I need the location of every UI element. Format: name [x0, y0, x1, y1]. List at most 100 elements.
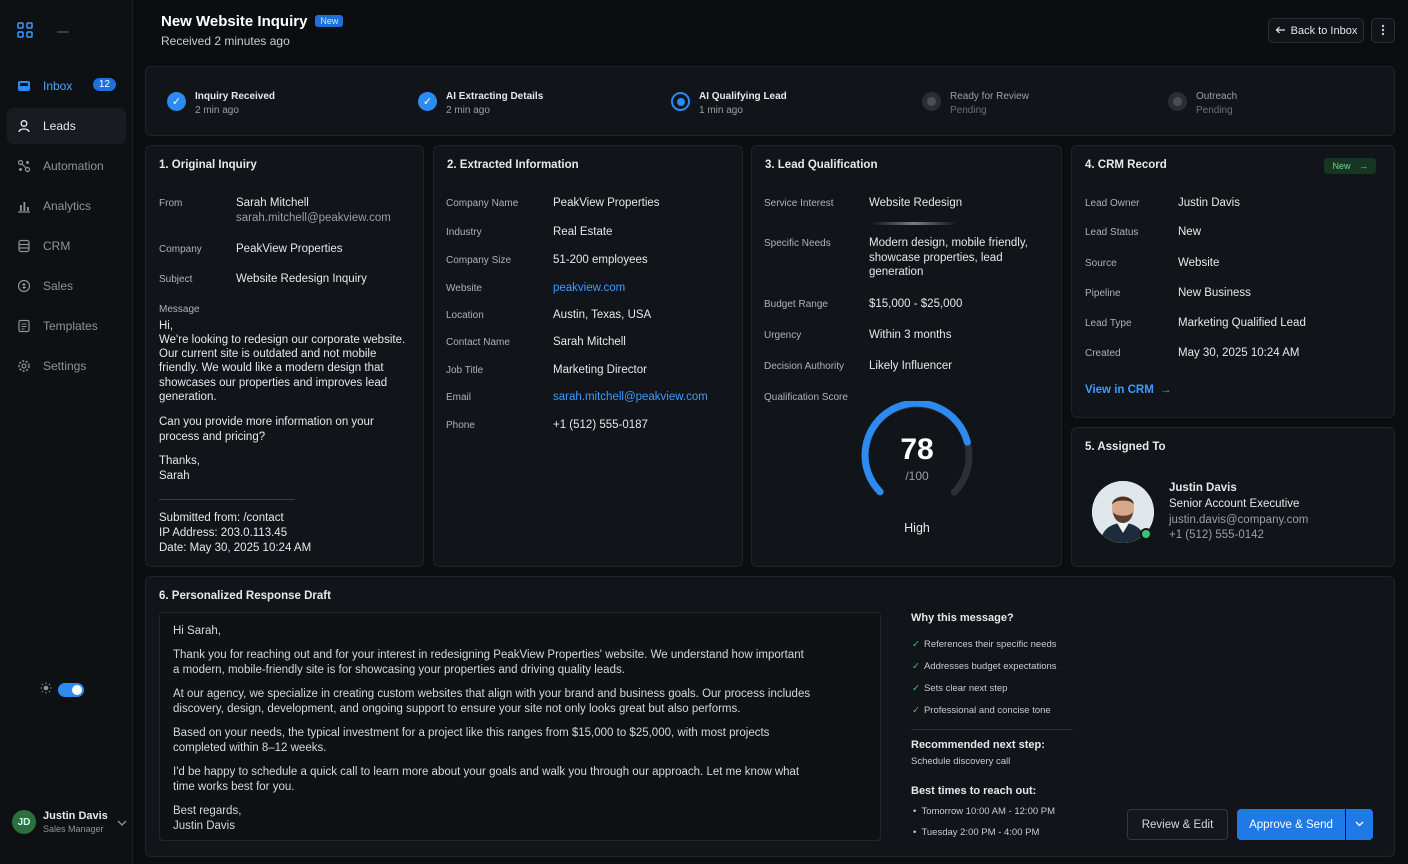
- draft-line: completed within 8–12 weeks.: [173, 742, 327, 754]
- approve-dropdown-button[interactable]: [1346, 809, 1373, 840]
- why-title: Why this message?: [911, 612, 1014, 624]
- assignee-email[interactable]: justin.davis@company.com: [1169, 514, 1309, 526]
- arrow-right-icon: →: [1160, 384, 1172, 396]
- arrow-left-icon: [1275, 25, 1286, 37]
- sidebar-item-crm[interactable]: CRM: [7, 228, 126, 264]
- sidebar-item-inbox[interactable]: Inbox 12: [7, 68, 126, 104]
- urgency-value: Within 3 months: [869, 329, 952, 341]
- more-options-button[interactable]: [1371, 18, 1395, 43]
- online-status-dot: [1140, 528, 1152, 540]
- field-value: New: [1178, 226, 1202, 238]
- back-label: Back to Inbox: [1290, 24, 1358, 37]
- user-icon: [17, 119, 31, 133]
- grid-logo-icon[interactable]: [17, 22, 33, 38]
- sidebar-item-analytics[interactable]: Analytics: [7, 188, 126, 224]
- assignee-role: Senior Account Executive: [1169, 498, 1300, 510]
- step-subtitle: 2 min ago: [446, 105, 490, 116]
- best-time-text: Tuesday 2:00 PM - 4:00 PM: [921, 827, 1040, 838]
- field-value: May 30, 2025 10:24 AM: [1178, 347, 1300, 359]
- field-label: Decision Authority: [764, 361, 845, 372]
- subject-value: Website Redesign Inquiry: [236, 273, 367, 285]
- message-line: Hi,: [159, 320, 174, 332]
- sidebar-item-templates[interactable]: Templates: [7, 308, 126, 344]
- sidebar-item-label: Leads: [43, 119, 76, 133]
- crm-status-badge: New →: [1324, 158, 1376, 174]
- sidebar-item-automation[interactable]: Automation: [7, 148, 126, 184]
- review-edit-button[interactable]: Review & Edit: [1127, 809, 1228, 840]
- score-value: 78: [900, 433, 934, 466]
- from-name: Sarah Mitchell: [236, 197, 309, 209]
- best-time-text: Tomorrow 10:00 AM - 12:00 PM: [921, 806, 1056, 817]
- step-subtitle: Pending: [950, 105, 987, 116]
- field-label: Qualification Score: [764, 392, 848, 403]
- from-email: sarah.mitchell@peakview.com: [236, 212, 391, 224]
- draft-paragraph: At our agency, we specialize in creating…: [173, 687, 867, 717]
- field-label: From: [159, 198, 183, 209]
- field-label: Source: [1085, 258, 1117, 269]
- bullet-icon: •: [913, 806, 917, 817]
- field-label: Lead Type: [1085, 318, 1132, 329]
- score-max: /100: [905, 469, 929, 483]
- recommended-step: Schedule discovery call: [911, 756, 1011, 767]
- field-label: Message: [159, 304, 200, 315]
- field-label: Urgency: [764, 330, 802, 341]
- step-title: Inquiry Received: [195, 91, 276, 102]
- view-in-crm-link[interactable]: View in CRM →: [1085, 383, 1172, 398]
- step-subtitle: 1 min ago: [699, 105, 743, 116]
- sidebar-item-label: Sales: [43, 279, 74, 293]
- field-label: Created: [1085, 348, 1121, 359]
- status-badge: New: [315, 15, 344, 27]
- user-menu[interactable]: JD Justin Davis Sales Manager: [12, 810, 127, 834]
- best-time-item: • Tuesday 2:00 PM - 4:00 PM: [913, 827, 1039, 838]
- draft-line: I'd be happy to schedule a quick call to…: [173, 766, 800, 778]
- chevron-down-icon: [1355, 819, 1364, 830]
- sales-icon: [17, 279, 31, 293]
- field-label: Pipeline: [1085, 288, 1121, 299]
- sidebar-item-settings[interactable]: Settings: [7, 348, 126, 384]
- field-label: Email: [446, 392, 472, 403]
- approve-send-button[interactable]: Approve & Send: [1237, 809, 1345, 840]
- field-value: Website: [1178, 257, 1220, 269]
- field-label: Company Size: [446, 255, 512, 266]
- theme-switch[interactable]: [58, 682, 84, 697]
- field-label: Industry: [446, 227, 482, 238]
- bar-chart-icon: [17, 199, 31, 213]
- progress-step: ✓ AI Extracting Details 2 min ago: [418, 91, 543, 116]
- crm-record-panel: 4. CRM Record New → Lead Owner Justin Da…: [1071, 145, 1395, 418]
- draft-paragraph: Based on your needs, the typical investm…: [173, 726, 867, 756]
- field-value: Marketing Qualified Lead: [1178, 317, 1306, 329]
- draft-line: Justin Davis: [173, 820, 235, 832]
- sidebar-nav: Inbox 12 Leads Automation Analytics CRM …: [0, 68, 133, 388]
- divider: [911, 729, 1073, 730]
- check-icon: ✓: [912, 661, 920, 672]
- check-icon: ✓: [912, 639, 920, 650]
- panel-title: 1. Original Inquiry: [159, 159, 257, 171]
- sidebar-item-leads[interactable]: Leads: [7, 108, 126, 144]
- field-label: Specific Needs: [764, 238, 831, 249]
- best-time-item: • Tomorrow 10:00 AM - 12:00 PM: [913, 806, 1055, 817]
- website-link[interactable]: peakview.com: [553, 282, 626, 294]
- field-value: Marketing Director: [553, 364, 647, 376]
- email-link[interactable]: sarah.mitchell@peakview.com: [553, 391, 708, 403]
- ip-address: IP Address: 203.0.113.45: [159, 527, 288, 539]
- panel-title: 6. Personalized Response Draft: [159, 590, 331, 602]
- sidebar: Inbox 12 Leads Automation Analytics CRM …: [0, 0, 133, 864]
- message-line: Our current site is outdated and not mob…: [159, 348, 377, 360]
- draft-line: discovery, design, development, and ongo…: [173, 703, 741, 715]
- step-title: AI Extracting Details: [446, 91, 544, 102]
- chevron-down-icon[interactable]: [117, 818, 127, 829]
- field-value: New Business: [1178, 287, 1251, 299]
- step-subtitle: 2 min ago: [195, 105, 239, 116]
- step-title: Outreach: [1196, 91, 1238, 102]
- submitted-date: Date: May 30, 2025 10:24 AM: [159, 542, 312, 554]
- collapse-icon[interactable]: [57, 27, 69, 33]
- page-title: New Website Inquiry New: [161, 13, 344, 30]
- inbox-count-badge: 12: [92, 78, 116, 91]
- field-label: Subject: [159, 274, 193, 285]
- draft-editor[interactable]: Hi Sarah, Thank you for reaching out and…: [159, 612, 881, 841]
- sidebar-item-sales[interactable]: Sales: [7, 268, 126, 304]
- back-to-inbox-button[interactable]: Back to Inbox: [1268, 18, 1364, 43]
- crm-badge-label: New: [1332, 161, 1351, 171]
- theme-toggle[interactable]: [40, 682, 84, 697]
- recommended-title: Recommended next step:: [911, 739, 1045, 751]
